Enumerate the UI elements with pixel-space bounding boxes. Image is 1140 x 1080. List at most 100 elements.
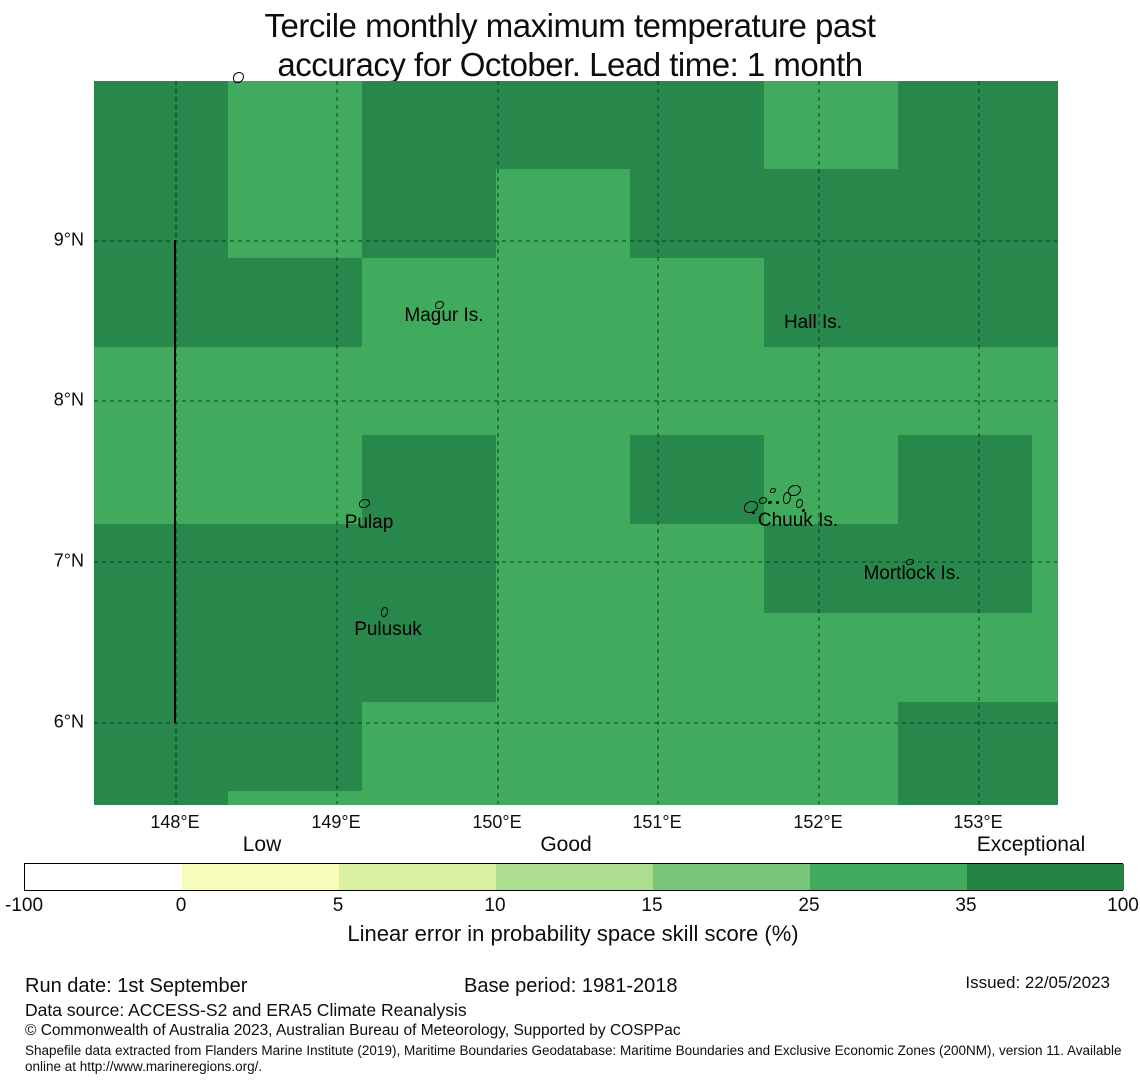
island-label: Magur Is. [404,305,484,326]
map-cell [228,81,363,170]
map-cell [764,524,899,614]
map-cell [630,347,765,436]
colorbar-segment [810,864,967,890]
island-label: Pulusuk [354,619,422,640]
map-cell [1032,81,1058,170]
map-plot-area: Magur Is. Hall Is. Pulap Chuuk Is. Mortlock … [94,72,1058,805]
island-coastline-marker [776,501,779,504]
island-coastline-marker [783,492,791,504]
map-cell [94,702,229,792]
island-coastline-marker [752,512,755,514]
island-label: Hall Is. [783,312,843,333]
colorbar-segment [182,864,339,890]
x-axis-tick-label: 150°E [472,812,522,832]
map-cell [1032,258,1058,348]
title-line-1: Tercile monthly maximum temperature past [264,7,876,44]
map-cell [362,613,497,703]
latitude-gridline [94,722,1057,724]
map-cell [764,613,899,703]
map-cell [228,169,363,259]
map-cell [1032,435,1058,525]
page-title: Tercile monthly maximum temperature past… [0,6,1140,84]
colorbar [24,863,1124,891]
colorbar-segment [967,864,1124,890]
map-cell [898,524,1033,614]
map-cell [898,258,1033,348]
longitude-gridline [175,81,177,804]
map-cell [496,702,631,792]
y-axis-tick-label: 6°N [53,711,84,732]
map-cell [630,435,765,525]
x-axis-tick-label: 149°E [311,812,361,832]
map-cell [94,169,229,259]
longitude-gridline [336,81,338,804]
island-coastline-marker [744,501,758,513]
map-cell [898,435,1033,525]
map-cell [898,169,1033,259]
x-axis-tick-label: 152°E [793,812,843,832]
map-cell [496,347,631,436]
latitude-gridline [94,240,1057,242]
island-label: Pulap [344,512,394,533]
map-cell [898,702,1033,792]
y-axis-tick-label: 9°N [53,229,84,250]
map-cell [630,613,765,703]
colorbar-segment [653,864,810,890]
island-coastline-marker [802,509,805,512]
colorbar-tick-label: 25 [798,895,820,916]
colorbar-tick-label: 15 [641,895,663,916]
map-cell [228,347,363,436]
map-cell [94,81,229,170]
colorbar-tick-label: -100 [4,895,44,916]
map-cell [362,81,497,170]
map-cell [1032,347,1058,436]
map-cell [228,613,363,703]
map-cell [630,81,765,170]
island-coastline-marker [233,72,244,83]
map-cell [898,791,1033,805]
colorbar-segment [339,864,496,890]
map-cell [94,435,229,525]
map-cell [94,791,229,805]
map-cell [362,258,497,348]
x-axis-tick-label: 151°E [632,812,682,832]
y-axis-tick-label: 8°N [53,389,84,410]
colorbar-category-label: Low [242,833,282,856]
colorbar-category-label: Exceptional [976,833,1086,856]
map-cell [496,169,631,259]
map-cell [496,258,631,348]
footer-base-period: Base period: 1981-2018 [464,975,678,997]
colorbar-tick-label: 10 [484,895,506,916]
map-cell [764,81,899,170]
latitude-gridline [94,561,1057,563]
island-coastline-marker [906,559,914,565]
map-cell [94,613,229,703]
map-cell [764,791,899,805]
map-cell [630,524,765,614]
map-cell [1032,524,1058,614]
map-cell [362,702,497,792]
colorbar-axis-label: Linear error in probability space skill … [347,921,799,946]
island-label: Mortlock Is. [863,563,961,584]
map-cell [228,524,363,614]
island-coastline-marker [770,488,776,493]
x-axis-tick-label: 153°E [953,812,1003,832]
map-cell [764,347,899,436]
map-cell [1032,791,1058,805]
map-cell [496,791,631,805]
map-cell [496,524,631,614]
map-cell [1032,613,1058,703]
colorbar-tick-label: 35 [955,895,977,916]
map-cell [630,169,765,259]
island-label: Chuuk Is. [757,510,839,531]
map-cell [630,702,765,792]
longitude-gridline [657,81,659,804]
map-cell [94,347,229,436]
map-cell [496,435,631,525]
map-cell [228,435,363,525]
map-cell [764,169,899,259]
map-cell [228,791,363,805]
colorbar-category-label: Good [540,833,592,856]
y-axis-tick-label: 7°N [53,550,84,571]
